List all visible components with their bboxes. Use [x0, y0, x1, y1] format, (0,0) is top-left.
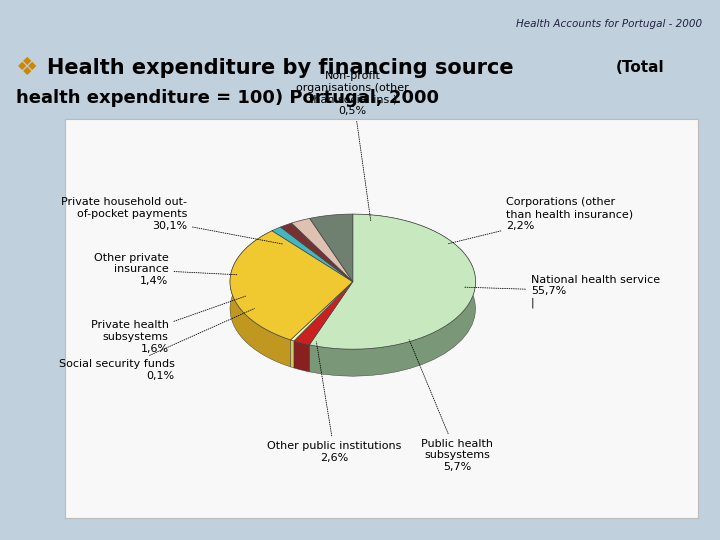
Text: National health service
55,7%
|: National health service 55,7% |: [464, 275, 660, 308]
Polygon shape: [230, 231, 291, 367]
Polygon shape: [294, 282, 353, 345]
Polygon shape: [291, 340, 294, 368]
Text: Other private
insurance
1,4%: Other private insurance 1,4%: [94, 253, 237, 286]
Text: Other public institutions
2,6%: Other public institutions 2,6%: [267, 342, 402, 463]
Text: ❖: ❖: [16, 56, 38, 79]
Polygon shape: [292, 218, 353, 282]
Polygon shape: [230, 231, 353, 340]
Polygon shape: [310, 214, 476, 376]
Text: health expenditure = 100) Portugal, 2000: health expenditure = 100) Portugal, 2000: [16, 89, 439, 107]
Polygon shape: [310, 214, 353, 282]
Text: Health expenditure by financing source: Health expenditure by financing source: [47, 57, 513, 78]
Text: Private health
subsystems
1,6%: Private health subsystems 1,6%: [91, 296, 246, 354]
Polygon shape: [310, 214, 476, 349]
Polygon shape: [272, 227, 353, 282]
Polygon shape: [294, 341, 310, 372]
Polygon shape: [291, 282, 353, 341]
Text: Public health
subsystems
5,7%: Public health subsystems 5,7%: [409, 340, 493, 472]
Text: Health Accounts for Portugal - 2000: Health Accounts for Portugal - 2000: [516, 19, 702, 29]
Text: (Total: (Total: [616, 60, 665, 75]
Polygon shape: [291, 223, 353, 282]
Text: Social security funds
0,1%: Social security funds 0,1%: [59, 308, 254, 381]
Text: Corporations (other
than health insurance)
2,2%: Corporations (other than health insuranc…: [448, 198, 634, 244]
Text: Private household out-
of-pocket payments
30,1%: Private household out- of-pocket payment…: [61, 198, 282, 244]
Polygon shape: [281, 224, 353, 282]
Text: Non-profit
organisations (other
than social ins.)
0,5%: Non-profit organisations (other than soc…: [297, 71, 409, 221]
